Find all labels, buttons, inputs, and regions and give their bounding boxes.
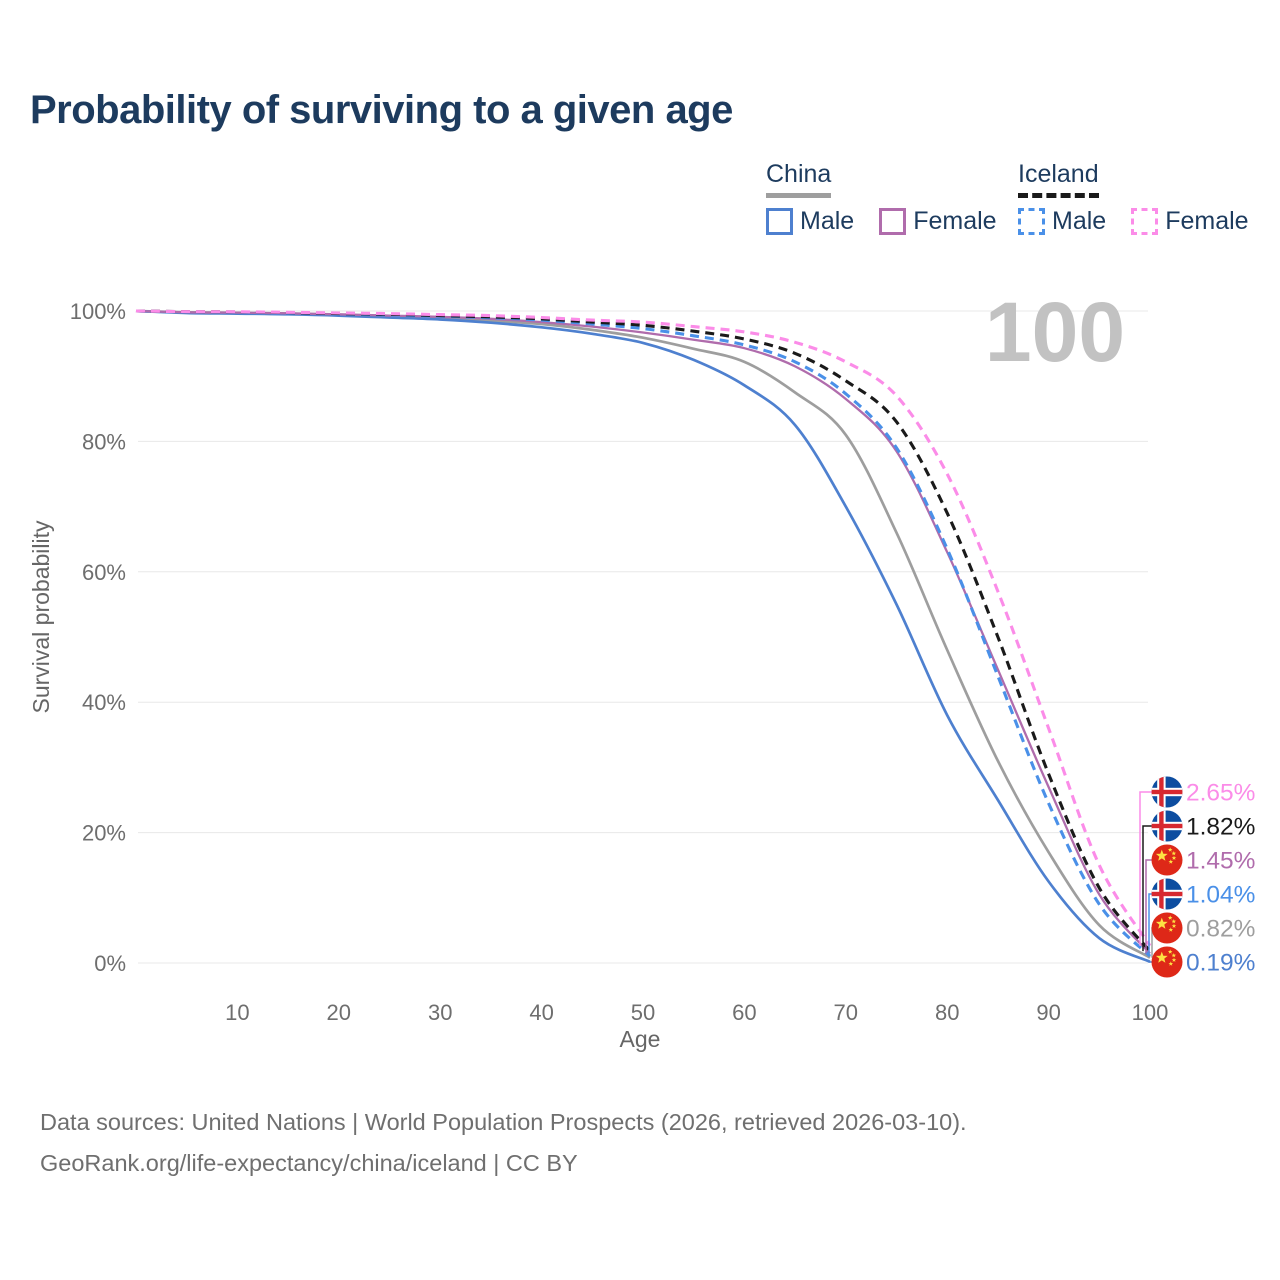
curve-iceland-female (135, 309, 1152, 947)
legend-label-china-female: Female (913, 207, 997, 235)
x-tick-30: 30 (428, 1000, 452, 1025)
legend-item-china-female[interactable]: Female (879, 207, 997, 236)
legend-item-iceland-male[interactable]: Male (1018, 207, 1106, 236)
x-tick-100: 100 (1132, 1000, 1169, 1025)
y-tick-40%: 40% (82, 690, 126, 715)
flag-china-icon (1151, 912, 1183, 944)
x-tick-10: 10 (225, 1000, 249, 1025)
curve-iceland-total (135, 309, 1152, 953)
leader-line-iceland-total (1142, 825, 1155, 952)
end-label-iceland-total: 1.82% (1186, 814, 1255, 841)
end-label-china-total: 0.82% (1186, 916, 1255, 943)
legend-swatch-iceland-female-icon[interactable] (1131, 208, 1159, 235)
legend-header-china[interactable]: China (766, 160, 832, 198)
footer: Data sources: United Nations | World Pop… (40, 1102, 967, 1184)
leader-line-china-female (1145, 859, 1155, 954)
legend-swatch-china-female-icon[interactable] (879, 208, 907, 235)
x-tick-40: 40 (529, 1000, 553, 1025)
flag-china-icon (1151, 946, 1183, 978)
footer-attribution-link: GeoRank.org/life-expectancy/china/icelan… (40, 1150, 578, 1176)
x-axis-title: Age (619, 1026, 661, 1052)
y-tick-0%: 0% (94, 951, 126, 976)
flag-iceland-icon (1151, 776, 1183, 808)
legend-label-china-male: Male (800, 207, 855, 235)
legend-group-china: China Male Female (766, 160, 1022, 236)
x-tick-70: 70 (834, 1000, 858, 1025)
y-tick-80%: 80% (82, 429, 126, 454)
x-tick-80: 80 (935, 1000, 959, 1025)
end-label-iceland-female: 2.65% (1186, 780, 1255, 807)
legend-items-china: Male Female (766, 207, 1022, 236)
legend-label-iceland-female: Female (1165, 207, 1249, 235)
y-tick-60%: 60% (82, 560, 126, 585)
footer-data-sources: Data sources: United Nations | World Pop… (40, 1109, 967, 1135)
page-title: Probability of surviving to a given age (30, 88, 733, 132)
end-label-china-female: 1.45% (1186, 848, 1255, 875)
legend-header-iceland[interactable]: Iceland (1018, 160, 1099, 198)
y-tick-20%: 20% (82, 821, 126, 846)
x-tick-60: 60 (732, 1000, 756, 1025)
legend-label-iceland-male: Male (1052, 207, 1107, 235)
legend-swatch-china-male-icon[interactable] (766, 208, 793, 235)
flag-iceland-icon (1151, 878, 1183, 910)
x-tick-50: 50 (631, 1000, 655, 1025)
legend-item-china-male[interactable]: Male (766, 207, 854, 236)
x-tick-20: 20 (327, 1000, 351, 1025)
end-label-iceland-male: 1.04% (1186, 882, 1255, 909)
legend-group-iceland: Iceland Male Female (1018, 160, 1274, 236)
legend-swatch-iceland-male-icon[interactable] (1018, 208, 1045, 235)
x-tick-90: 90 (1036, 1000, 1060, 1025)
y-axis-title: Survival probability (28, 520, 54, 714)
legend-items-iceland: Male Female (1018, 207, 1274, 236)
age-counter-watermark: 100 (984, 285, 1126, 379)
legend-item-iceland-female[interactable]: Female (1131, 207, 1249, 236)
end-label-china-male: 0.19% (1186, 950, 1255, 977)
y-tick-100%: 100% (70, 299, 126, 324)
curve-china-female (135, 309, 1151, 955)
flag-china-icon (1151, 844, 1183, 876)
flag-iceland-icon (1151, 810, 1183, 842)
leader-line-iceland-female (1139, 791, 1155, 946)
